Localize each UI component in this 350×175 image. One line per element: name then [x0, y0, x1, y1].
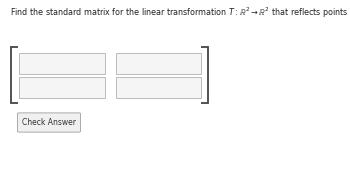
Text: Find the standard matrix for the linear transformation $T: \mathbb{R}^2 \to \mat: Find the standard matrix for the linear …: [10, 5, 350, 20]
FancyBboxPatch shape: [19, 52, 105, 74]
FancyBboxPatch shape: [19, 77, 105, 98]
FancyBboxPatch shape: [18, 113, 80, 132]
Text: Check Answer: Check Answer: [22, 118, 76, 127]
FancyBboxPatch shape: [116, 52, 201, 74]
FancyBboxPatch shape: [116, 77, 201, 98]
